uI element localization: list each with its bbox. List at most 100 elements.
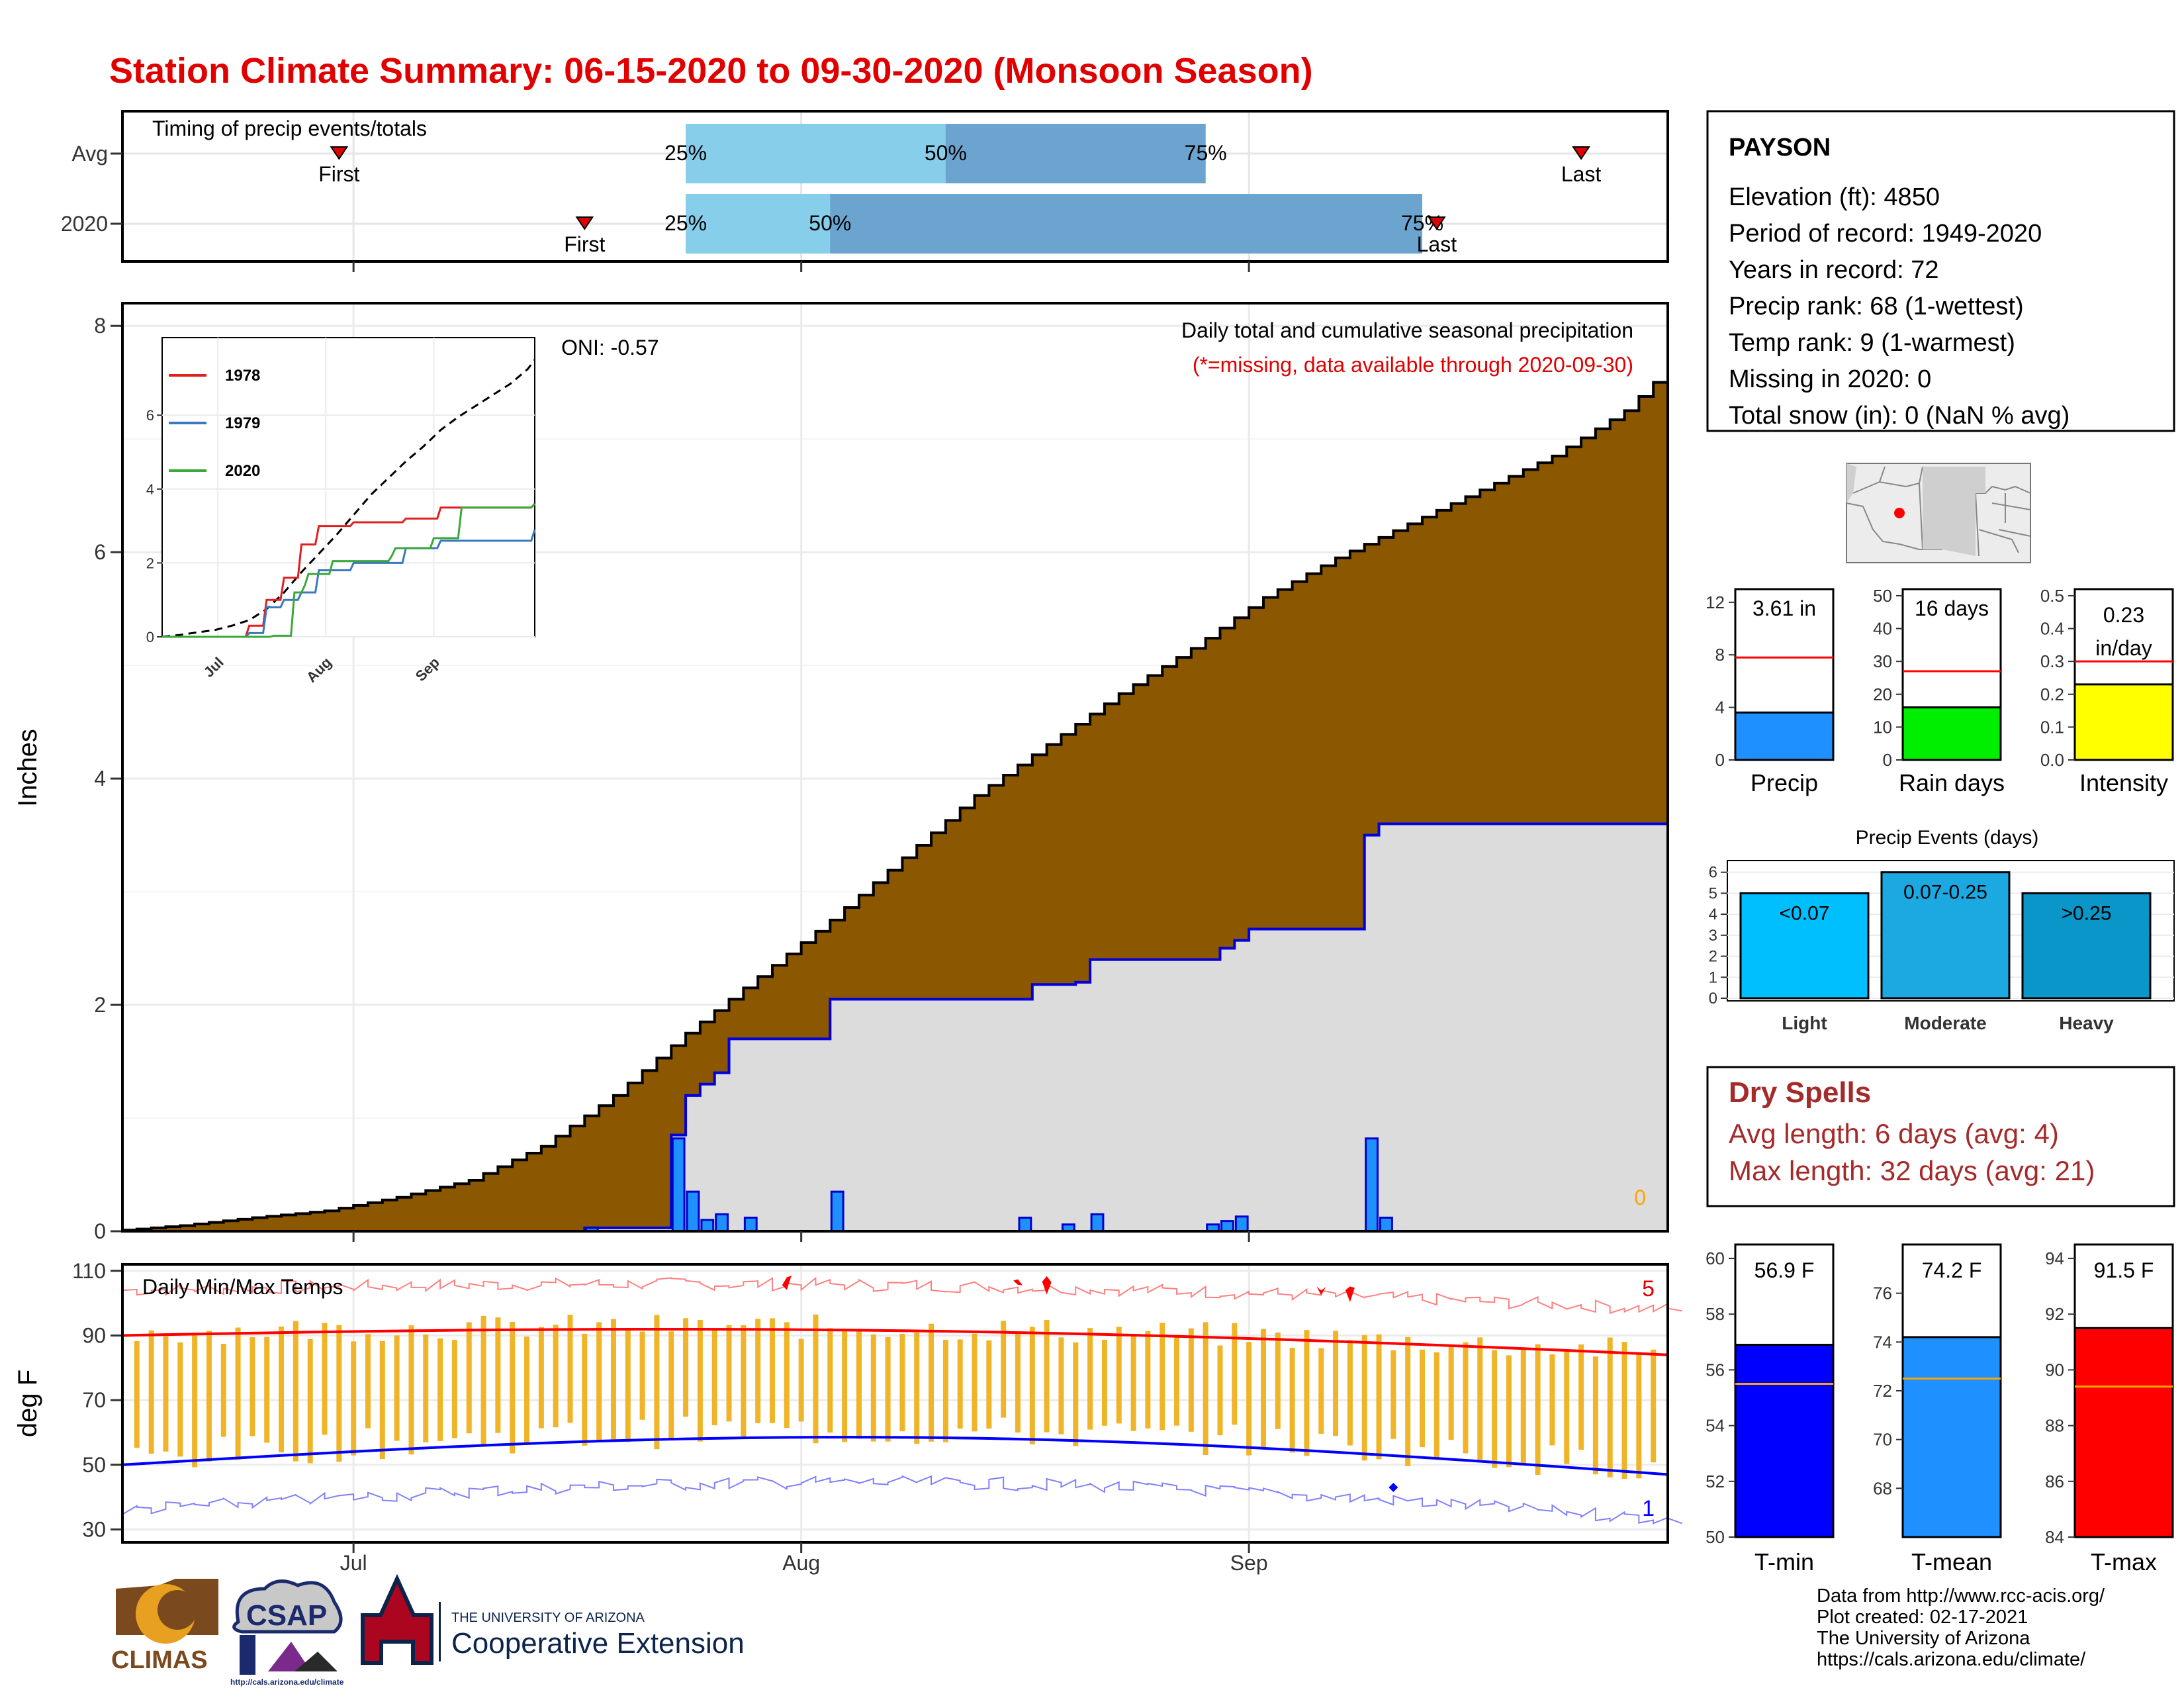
xtick-label: Jul	[340, 1551, 367, 1575]
daily-temp-bar	[1405, 1336, 1411, 1466]
timing-label: Timing of precip events/totals	[152, 117, 427, 140]
events-ytick-label: 5	[1709, 884, 1717, 902]
temp-ytick-label: 30	[82, 1517, 106, 1541]
events-ytick-label: 4	[1709, 906, 1717, 923]
events-bar	[1739, 892, 1870, 1000]
summary-ytick-label: 0	[1883, 750, 1892, 770]
daily-temp-bar	[1376, 1334, 1382, 1460]
temp-count-high: 5	[1642, 1276, 1655, 1301]
temp-bar-ytick-label: 76	[1873, 1284, 1892, 1303]
locator-map	[1846, 463, 2031, 563]
daily-temp-bar	[553, 1325, 559, 1428]
daily-temp-bar	[798, 1338, 804, 1422]
summary-bar-chart: 0.0 0.1 0.2 0.3 0.4 0.5 0.23 in/day Intensity	[2040, 586, 2174, 796]
daily-temp-bar	[914, 1332, 920, 1444]
events-ytick-label: 1	[1709, 968, 1717, 986]
timing-marker-triangle	[575, 216, 594, 230]
record-high-marker	[1013, 1279, 1023, 1286]
inset-legend-label: 1979	[225, 414, 260, 432]
daily-temp-bar	[582, 1333, 588, 1446]
record-high-marker	[1316, 1286, 1326, 1295]
events-bar	[2021, 892, 2152, 1000]
precip-caption: Daily total and cumulative seasonal prec…	[1181, 318, 1633, 342]
summary-ytick-label: 0.3	[2040, 651, 2064, 671]
timing-marker-label: First	[564, 232, 605, 256]
summary-ytick-label: 12	[1706, 592, 1725, 612]
station-info-line: Precip rank: 68 (1-wettest)	[1729, 293, 2024, 320]
temp-bar-label: T-max	[2091, 1548, 2157, 1575]
summary-bar-label: Intensity	[2079, 769, 2168, 796]
daily-temp-bar	[741, 1325, 747, 1438]
daily-temp-bar	[1333, 1331, 1339, 1436]
daily-temp-bar	[1549, 1354, 1555, 1446]
csap-text: CSAP	[246, 1599, 327, 1632]
inset-panel	[161, 337, 535, 637]
daily-temp-bar	[668, 1331, 674, 1439]
temp-bar-ytick-label: 58	[1706, 1304, 1725, 1324]
events-bar	[1880, 871, 2011, 1000]
daily-temp-bar	[1448, 1344, 1454, 1440]
station-info-line: Period of record: 1949-2020	[1729, 220, 2042, 248]
temp-bar-ytick-label: 74	[1873, 1332, 1892, 1352]
temp-bar-ytick-label: 92	[2045, 1304, 2064, 1324]
summary-value-label: 16 days	[1915, 596, 1989, 620]
summary-ytick-label: 0.4	[2040, 619, 2064, 639]
daily-temp-bar	[264, 1336, 270, 1443]
daily-temp-bar	[1361, 1335, 1367, 1461]
temp-bar-ytick-label: 90	[2045, 1360, 2064, 1380]
csap-logo: CSAP http://cals.arizona.edu/climate	[230, 1579, 344, 1687]
daily-precip-bar	[743, 1216, 758, 1233]
daily-temp-bar	[1520, 1348, 1526, 1466]
daily-temp-bar	[1232, 1323, 1238, 1425]
summary-ytick-label: 8	[1715, 645, 1725, 665]
daily-temp-bar	[1029, 1327, 1035, 1444]
daily-temp-bar	[336, 1325, 342, 1462]
daily-temp-bar	[1145, 1331, 1151, 1429]
temp-bar-ytick-label: 86	[2045, 1472, 2064, 1491]
inset-avg-line	[161, 359, 536, 638]
daily-temp-bar	[885, 1336, 891, 1442]
timing-marker-label: Last	[1417, 232, 1457, 256]
record-high-marker	[782, 1276, 792, 1290]
daily-temp-bar	[1636, 1353, 1642, 1479]
record-high-line	[122, 1276, 1682, 1314]
missing-count: 0	[1634, 1186, 1646, 1209]
xtick-label: Aug	[782, 1551, 820, 1575]
inset-series-line	[162, 503, 536, 638]
inset-legend-label: 1978	[225, 367, 260, 385]
events-category-label: Moderate	[1904, 1013, 1986, 1033]
daily-temp-bar	[1477, 1337, 1483, 1460]
daily-temp-bar	[610, 1319, 616, 1440]
daily-precip-bar	[830, 1190, 844, 1233]
temp-bar-ytick-label: 56	[1706, 1360, 1725, 1380]
summary-bar-label: Precip	[1751, 769, 1818, 796]
daily-temp-bar	[697, 1319, 703, 1442]
daily-temp-bar	[423, 1334, 429, 1442]
station-location-dot	[1894, 508, 1905, 518]
summary-ytick-label: 0.5	[2040, 586, 2064, 606]
daily-temp-bar	[625, 1329, 631, 1442]
record-high-marker	[1042, 1276, 1052, 1295]
daily-precip-bar	[1365, 1137, 1379, 1233]
daily-precip-bar	[700, 1219, 715, 1233]
daily-precip-bar	[686, 1190, 700, 1233]
daily-temp-bar	[683, 1318, 689, 1417]
station-info-line: Elevation (ft): 4850	[1729, 183, 1940, 211]
record-low-line	[122, 1475, 1683, 1524]
daily-temp-bar	[1174, 1336, 1180, 1426]
temp-bar-ytick-label: 94	[2045, 1248, 2064, 1268]
events-category-label: Heavy	[2059, 1013, 2114, 1033]
temp-bar-ytick-label: 70	[1873, 1430, 1892, 1450]
precip-ytick-label: 0	[94, 1219, 106, 1243]
station-info-line: Temp rank: 9 (1-warmest)	[1729, 329, 2015, 357]
credit-line: Plot created: 02-17-2021	[1817, 1607, 2028, 1628]
temp-bar-ytick-label: 84	[2045, 1527, 2064, 1547]
daily-temp-bar	[827, 1328, 833, 1433]
daily-temp-bar	[451, 1340, 457, 1438]
daily-precip-bar	[1379, 1216, 1393, 1233]
daily-temp-bar	[1087, 1328, 1093, 1430]
summary-ytick-label: 30	[1873, 651, 1892, 671]
daily-temp-bar	[1592, 1356, 1598, 1475]
precip-ylabel: Inches	[13, 729, 42, 807]
daily-temp-bar	[1463, 1342, 1469, 1454]
